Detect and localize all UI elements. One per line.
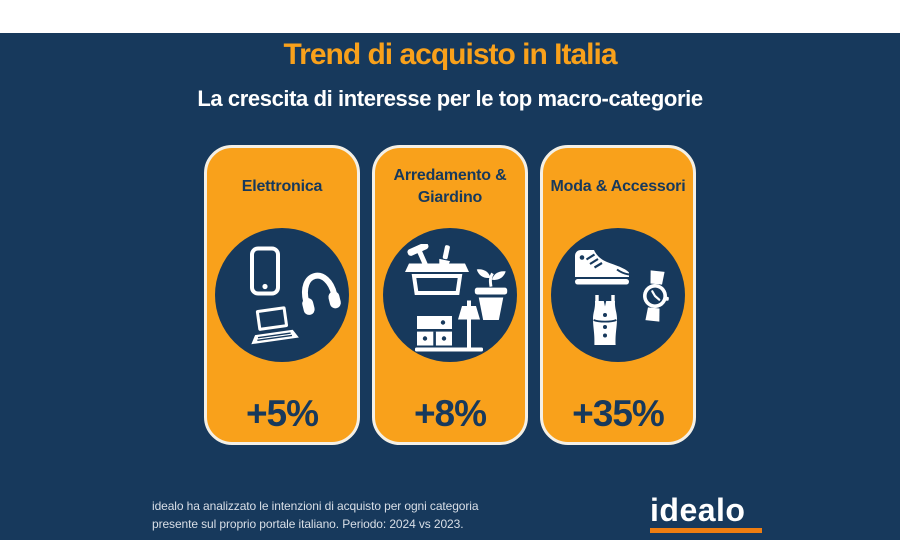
card-icon-circle (383, 228, 517, 362)
toolbox-icon (405, 244, 469, 295)
idealo-logo: idealo (650, 494, 762, 533)
headphones-icon (301, 272, 341, 315)
sneaker-icon (575, 250, 630, 285)
dress-icon (593, 295, 617, 345)
idealo-logo-text: idealo (650, 492, 746, 528)
card-value: +35% (572, 393, 665, 434)
cabinet-lamp-icon (415, 300, 483, 352)
plant-pot-icon (474, 269, 508, 321)
footnote: idealo ha analizzato le intenzioni di ac… (152, 497, 478, 533)
laptop-icon (251, 306, 299, 345)
card-value: +5% (245, 393, 319, 434)
card-title: Elettronica (241, 178, 323, 196)
footnote-line-2: presente sul proprio portale italiano. P… (152, 517, 464, 531)
card-value: +8% (413, 393, 487, 434)
category-cards: Elettronica (204, 145, 696, 445)
page-subtitle: La crescita di interesse per le top macr… (197, 86, 703, 111)
footnote-line-1: idealo ha analizzato le intenzioni di ac… (152, 499, 479, 513)
card-elettronica: Elettronica (204, 145, 360, 445)
card-moda-accessori: Moda & Accessori (540, 145, 696, 445)
smartphone-icon (250, 246, 280, 296)
card-icon-circle (551, 228, 685, 362)
wristwatch-icon (643, 270, 670, 322)
top-white-band (0, 0, 900, 33)
page-title: Trend di acquisto in Italia (283, 38, 617, 71)
idealo-logo-underline (650, 528, 762, 533)
card-icon-circle (215, 228, 349, 362)
card-arredamento-giardino: Arredamento & Giardino (372, 145, 528, 445)
card-title: Moda & Accessori (550, 178, 686, 196)
card-title: Arredamento & Giardino (393, 167, 507, 206)
